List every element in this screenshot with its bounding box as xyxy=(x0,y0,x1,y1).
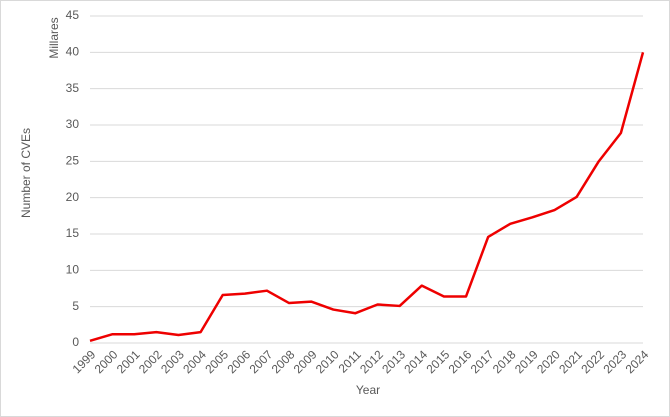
y-tick-label: 0 xyxy=(72,335,79,349)
y-tick-label: 40 xyxy=(66,45,80,59)
y-tick-label: 15 xyxy=(66,226,80,240)
y-unit-label: Millares xyxy=(47,17,61,58)
y-axis-title: Number of CVEs xyxy=(19,128,33,218)
y-tick-label: 25 xyxy=(66,154,80,168)
y-tick-label: 45 xyxy=(66,8,80,22)
x-axis-title: Year xyxy=(356,383,380,397)
y-tick-label: 20 xyxy=(66,190,80,204)
y-tick-label: 5 xyxy=(72,299,79,313)
y-tick-label: 10 xyxy=(66,263,80,277)
y-tick-label: 35 xyxy=(66,81,80,95)
data-line xyxy=(89,52,645,343)
y-tick-label: 30 xyxy=(66,117,80,131)
